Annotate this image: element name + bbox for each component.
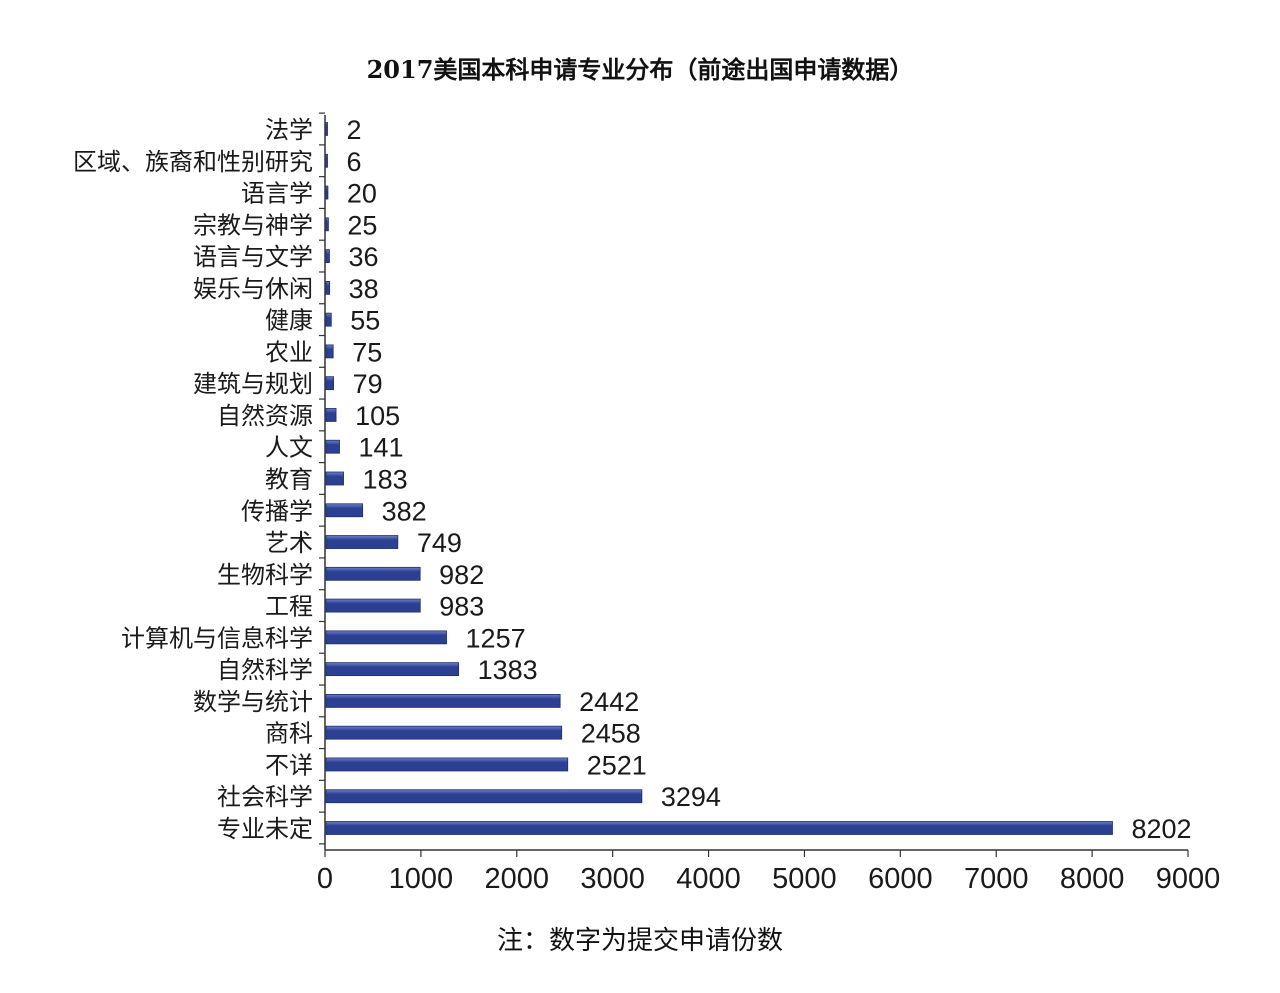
data-label: 25 [347,210,377,240]
data-label: 982 [439,560,484,590]
bar [325,153,328,168]
x-tick-label: 2000 [485,863,550,895]
bar [325,503,364,518]
category-label: 宗教与神学 [193,211,313,239]
category-label: 区域、族裔和性别研究 [73,148,313,176]
category-label: 自然科学 [217,656,313,684]
bar [325,471,344,486]
category-label: 娱乐与休闲 [193,275,313,303]
x-tick-label: 4000 [676,863,741,895]
data-label: 983 [439,592,484,622]
bar [325,376,334,391]
bar [325,217,329,232]
category-label: 人文 [265,434,313,462]
bar [325,280,331,295]
category-label: 语言与文学 [193,243,313,271]
data-label: 8202 [1131,814,1191,844]
data-label: 6 [347,147,362,177]
data-label: 20 [347,179,377,209]
data-label: 1257 [466,623,526,653]
bar [325,694,561,708]
bar [325,789,643,804]
category-label: 不详 [265,751,313,779]
data-label: 3294 [661,782,721,812]
x-tick-label: 6000 [868,863,933,895]
bar [325,312,332,327]
category-label: 商科 [265,720,313,748]
bar [325,408,337,422]
data-label: 2521 [587,750,647,780]
bar [325,821,1113,835]
bar [325,725,563,740]
category-label: 健康 [265,307,313,335]
x-tick-label: 1000 [389,863,454,895]
bar [325,662,460,677]
category-label: 生物科学 [217,561,313,589]
category-label: 艺术 [265,529,313,557]
bar [325,344,334,359]
category-label: 计算机与信息科学 [121,624,313,652]
x-tick-label: 0 [317,863,333,895]
data-label: 105 [355,401,400,431]
data-label: 75 [352,337,382,367]
data-label: 141 [359,433,404,463]
data-label: 2458 [581,719,641,749]
category-label: 教育 [265,466,313,494]
data-label: 1383 [478,655,538,685]
category-label: 数学与统计 [193,688,313,716]
category-label: 法学 [265,116,313,144]
bar [325,249,330,263]
x-tick-label: 8000 [1060,863,1125,895]
category-label: 工程 [265,593,313,621]
category-label: 语言学 [241,180,313,208]
x-tick-label: 5000 [772,863,837,895]
data-label: 38 [349,274,379,304]
x-tick-label: 7000 [964,863,1029,895]
category-label: 农业 [265,338,313,366]
category-label: 建筑与规划 [193,370,313,398]
bar [325,122,328,136]
data-label: 2442 [579,687,639,717]
x-tick-label: 3000 [580,863,645,895]
bar [325,439,340,454]
bar [325,598,421,613]
bar [325,185,329,200]
category-label: 自然资源 [217,402,313,430]
data-label: 36 [348,242,378,272]
data-label: 2 [347,115,362,145]
bar [325,757,569,772]
data-label: 79 [353,369,383,399]
category-label: 传播学 [241,497,313,525]
category-label: 社会科学 [217,783,313,811]
bar [325,535,399,549]
data-label: 749 [417,528,462,558]
data-label: 183 [363,465,408,495]
data-label: 382 [382,496,427,526]
category-label: 专业未定 [217,815,313,843]
bar [325,630,447,645]
chart-note: 注：数字为提交申请份数 [496,926,783,956]
bar [325,566,421,581]
data-label: 55 [350,306,380,336]
chart-title: 2017美国本科申请专业分布（前途出国申请数据） [366,55,914,84]
x-tick-label: 9000 [1156,863,1221,895]
